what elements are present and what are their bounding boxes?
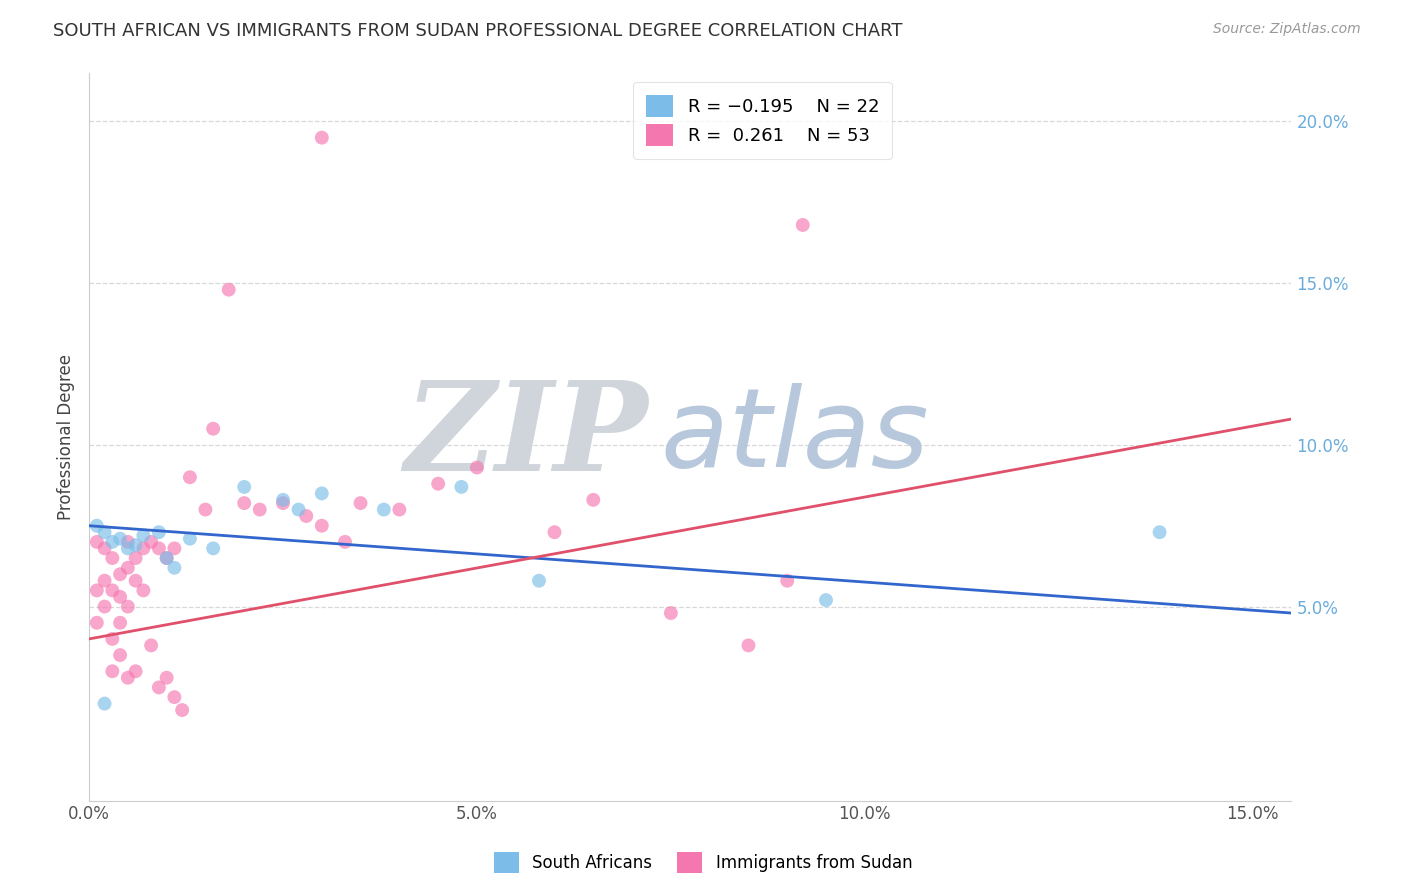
Point [108, 648, 131, 662]
Text: SOUTH AFRICAN VS IMMIGRANTS FROM SUDAN PROFESSIONAL DEGREE CORRELATION CHART: SOUTH AFRICAN VS IMMIGRANTS FROM SUDAN P… [53, 22, 903, 40]
Point [427, 476, 450, 491]
Point [124, 538, 146, 552]
Point [792, 218, 814, 232]
Point [101, 665, 124, 679]
Point [776, 574, 799, 588]
Point [93, 574, 115, 588]
Point [388, 502, 411, 516]
Point [93, 599, 115, 614]
Point [179, 470, 201, 484]
Point [148, 541, 170, 556]
Point [271, 492, 294, 507]
Point [132, 528, 155, 542]
Point [202, 422, 225, 436]
Point [295, 509, 318, 524]
Point [659, 606, 682, 620]
Point [93, 697, 115, 711]
Point [117, 541, 139, 556]
Point [163, 690, 186, 705]
Point [233, 496, 256, 510]
Point [543, 525, 565, 540]
Point [249, 502, 271, 516]
Point [139, 639, 162, 653]
Point [163, 561, 186, 575]
Point [86, 535, 108, 549]
Point [108, 532, 131, 546]
Point [233, 480, 256, 494]
Point [93, 525, 115, 540]
Point [132, 541, 155, 556]
Point [148, 681, 170, 695]
Point [101, 551, 124, 566]
Point [86, 583, 108, 598]
Point [124, 665, 146, 679]
Point [86, 615, 108, 630]
Point [311, 518, 333, 533]
Point [101, 583, 124, 598]
Point [117, 671, 139, 685]
Point [202, 541, 225, 556]
Point [465, 460, 488, 475]
Point [124, 574, 146, 588]
Point [156, 551, 179, 566]
Point [527, 574, 550, 588]
Text: Source: ZipAtlas.com: Source: ZipAtlas.com [1213, 22, 1361, 37]
Point [172, 703, 194, 717]
Point [86, 518, 108, 533]
Point [311, 130, 333, 145]
Point [349, 496, 371, 510]
Legend: South Africans, Immigrants from Sudan: South Africans, Immigrants from Sudan [488, 846, 918, 880]
Point [117, 599, 139, 614]
Point [333, 535, 356, 549]
Point [156, 671, 179, 685]
Point [311, 486, 333, 500]
Point [582, 492, 605, 507]
Point [163, 541, 186, 556]
Point [101, 632, 124, 646]
Point [117, 561, 139, 575]
Point [373, 502, 395, 516]
Point [271, 496, 294, 510]
Point [814, 593, 837, 607]
Point [287, 502, 309, 516]
Point [108, 567, 131, 582]
Point [108, 615, 131, 630]
Point [156, 551, 179, 566]
Point [450, 480, 472, 494]
Point [101, 535, 124, 549]
Point [1149, 525, 1171, 540]
Y-axis label: Professional Degree: Professional Degree [58, 354, 75, 520]
Point [737, 639, 759, 653]
Point [179, 532, 201, 546]
Point [93, 541, 115, 556]
Point [148, 525, 170, 540]
Point [194, 502, 217, 516]
Point [218, 283, 240, 297]
Point [132, 583, 155, 598]
Point [124, 551, 146, 566]
Text: atlas: atlas [661, 384, 929, 491]
Point [139, 535, 162, 549]
Legend: R = −0.195    N = 22, R =  0.261    N = 53: R = −0.195 N = 22, R = 0.261 N = 53 [633, 82, 891, 159]
Text: ZIP: ZIP [405, 376, 648, 498]
Point [108, 590, 131, 604]
Point [117, 535, 139, 549]
